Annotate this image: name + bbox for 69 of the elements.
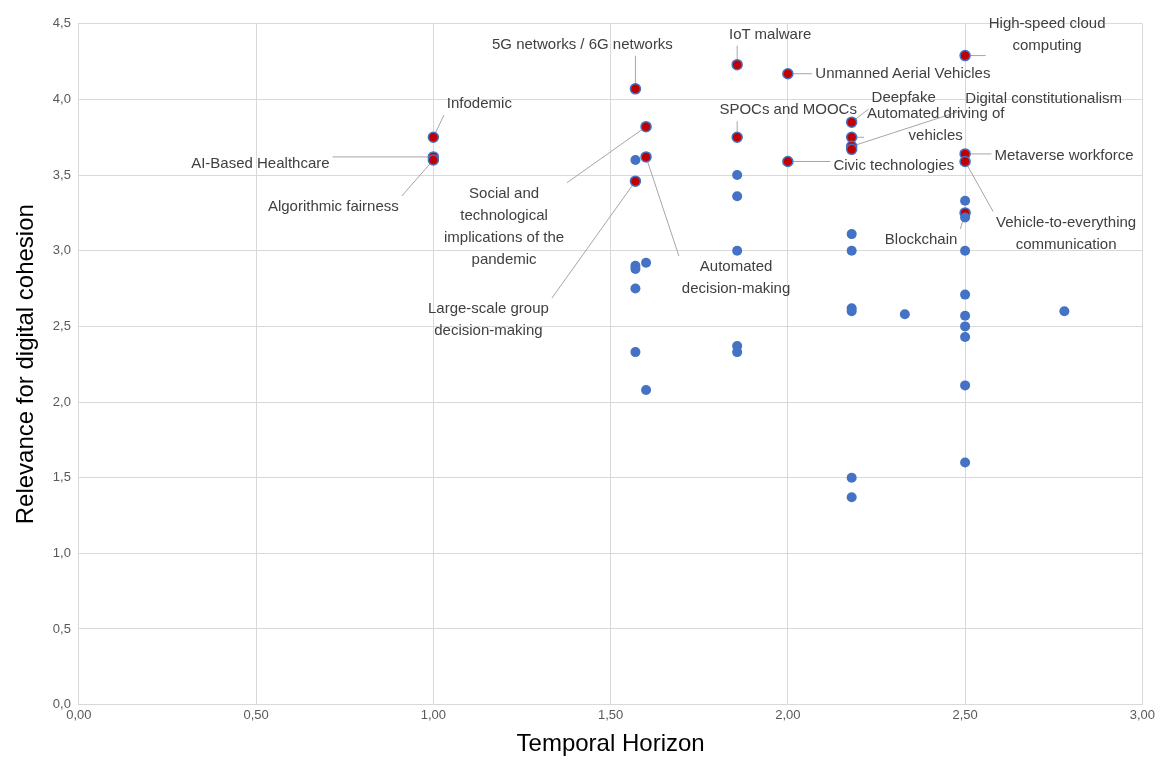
annotation: Unmanned Aerial Vehicles	[815, 63, 991, 81]
point	[960, 457, 971, 468]
point	[641, 257, 652, 268]
point	[960, 195, 971, 206]
point	[732, 170, 743, 181]
annotation: Social and technological implications of the pandemic	[444, 183, 565, 267]
y-tick-label: 2,5	[52, 317, 71, 333]
point	[731, 58, 743, 71]
point	[640, 120, 652, 133]
point	[960, 245, 971, 256]
point	[732, 191, 743, 202]
x-tick-label: 3,00	[1129, 706, 1156, 722]
y-tick-label: 2,0	[52, 393, 71, 409]
annotation: Metaverse workforce	[994, 146, 1134, 164]
annotation: 5G networks / 6G networks	[491, 34, 673, 52]
annotation: Large-scale group decision-making	[427, 299, 549, 339]
point	[630, 347, 641, 358]
annotation: IoT malware	[729, 24, 812, 42]
point	[959, 49, 971, 62]
point	[846, 229, 857, 240]
point	[630, 154, 641, 165]
annotation: Deepfake	[871, 88, 936, 106]
annotation: Digital constitutionalism	[965, 89, 1123, 107]
y-tick-label: 1,5	[52, 469, 71, 485]
annotation: Vehicle-to-everything communication	[996, 212, 1137, 252]
annotation: AI-Based Healthcare	[191, 154, 330, 172]
point	[960, 212, 971, 223]
y-axis-title: Relevance for digital cohesion	[11, 204, 39, 525]
x-tick-label: 0,50	[243, 706, 269, 722]
point	[845, 116, 858, 128]
x-tick-label: 1,00	[420, 706, 447, 722]
x-tick-label: 2,50	[952, 706, 978, 722]
point	[641, 384, 652, 395]
x-tick-label: 2,00	[775, 706, 801, 722]
y-tick-label: 3,5	[52, 166, 71, 182]
point	[846, 472, 857, 483]
point	[732, 245, 743, 256]
point	[782, 67, 794, 80]
point	[427, 131, 440, 144]
point	[899, 309, 910, 320]
y-tick-label: 4,0	[52, 91, 71, 107]
point	[629, 83, 642, 95]
point	[960, 310, 971, 321]
point	[782, 155, 794, 168]
point	[630, 283, 641, 294]
point	[846, 492, 857, 503]
annotation: Algorithmic fairness	[267, 197, 399, 215]
annotation: SPOCs and MOOCs	[719, 100, 857, 118]
x-axis-title: Temporal Horizon	[516, 729, 705, 757]
annotation: Blockchain	[884, 230, 958, 248]
y-tick-label: 4,5	[52, 15, 71, 31]
annotation: High-speed cloud computing	[988, 13, 1106, 53]
point	[960, 331, 971, 342]
point	[960, 289, 971, 300]
point	[960, 380, 971, 391]
point	[960, 321, 971, 332]
annotation: Civic technologies	[833, 155, 955, 173]
x-tick-label: 1,50	[597, 706, 624, 722]
point	[731, 131, 743, 144]
y-tick-label: 3,0	[52, 242, 71, 258]
point	[1059, 306, 1070, 317]
point	[959, 155, 971, 168]
point	[846, 245, 857, 256]
annotation: Infodemic	[446, 94, 513, 112]
y-tick-label: 0,5	[52, 620, 71, 636]
point	[629, 175, 642, 187]
annotation: Automated decision-making	[681, 257, 791, 297]
y-tick-label: 1,0	[52, 544, 71, 560]
point	[640, 151, 652, 163]
